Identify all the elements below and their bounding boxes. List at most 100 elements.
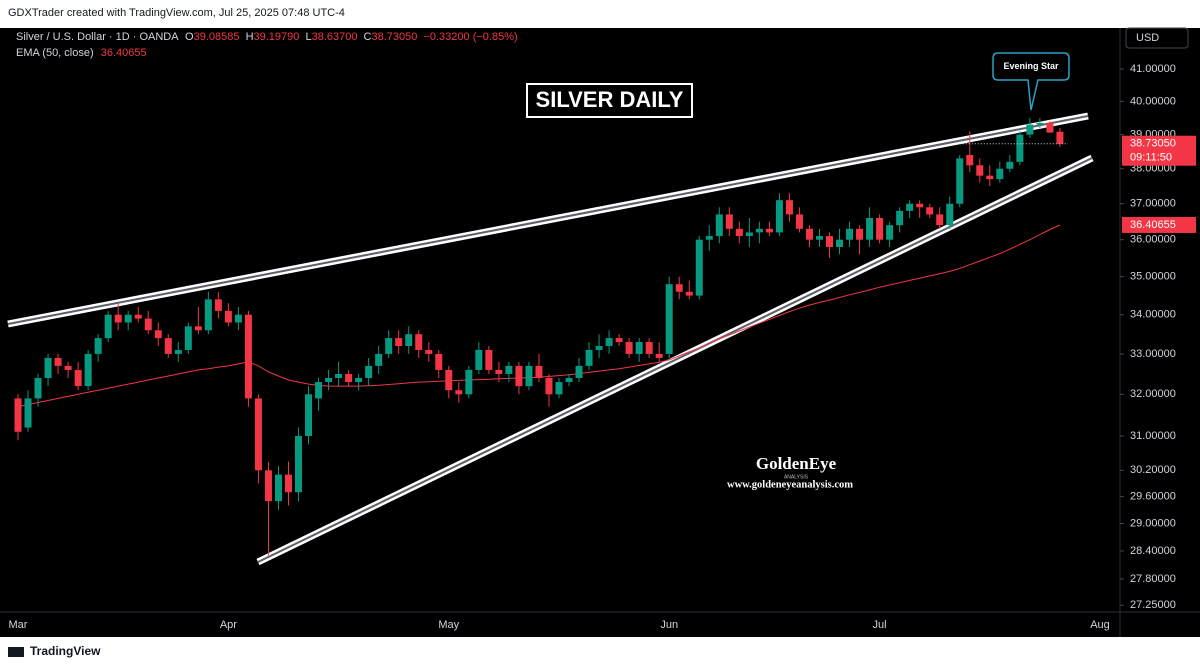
candle-body xyxy=(355,378,363,383)
legend-ema: EMA (50, close) 36.40655 xyxy=(16,47,147,59)
y-tick-label: 29.60000 xyxy=(1130,491,1176,503)
candle-body xyxy=(755,228,763,233)
currency[interactable]: USD xyxy=(1136,32,1159,44)
candle-body xyxy=(775,200,783,233)
candle-body xyxy=(395,338,403,346)
candle-body xyxy=(1006,161,1014,169)
q-value: 39.08585 xyxy=(194,31,240,43)
q-change: −0.33200 (−0.85%) xyxy=(423,31,517,43)
candle-body xyxy=(785,200,793,215)
x-tick-label: Aug xyxy=(1090,619,1110,631)
candle-body xyxy=(675,284,683,292)
countdown: 09:11:50 xyxy=(1130,152,1172,164)
q-label: O xyxy=(185,31,194,43)
q-label: L xyxy=(305,31,311,43)
callout xyxy=(992,52,1070,111)
candle-body xyxy=(1026,124,1034,135)
candle-body xyxy=(1016,134,1024,162)
candle-body xyxy=(415,334,423,350)
candle-body xyxy=(24,398,32,428)
candle-body xyxy=(495,369,503,374)
y-tick-label: 37.00000 xyxy=(1130,198,1176,210)
candle-body xyxy=(535,365,543,379)
candle-body xyxy=(886,225,894,240)
candle-body xyxy=(966,154,974,166)
candle-body xyxy=(214,299,222,311)
q-label: C xyxy=(364,31,372,43)
y-tick-label: 34.00000 xyxy=(1130,309,1176,321)
candle-body xyxy=(194,326,202,331)
candle-body xyxy=(445,369,453,391)
candle-body xyxy=(856,228,864,240)
candle-body xyxy=(385,338,393,354)
q-value: 39.19790 xyxy=(254,31,300,43)
candle-body xyxy=(435,353,443,370)
candle-body xyxy=(485,349,493,370)
candle-body xyxy=(946,203,954,226)
candle-body xyxy=(184,326,192,350)
y-tick-label: 31.00000 xyxy=(1130,430,1176,442)
candle-body xyxy=(545,378,553,395)
candle-body xyxy=(906,203,914,211)
y-tick-label: 27.80000 xyxy=(1130,573,1176,585)
x-tick-label: Jul xyxy=(873,619,887,631)
candle-body xyxy=(555,382,563,395)
candle-body xyxy=(1056,131,1064,144)
candle-body xyxy=(956,158,964,204)
candle-body xyxy=(124,314,132,323)
candle-body xyxy=(315,382,323,399)
candle-body xyxy=(876,217,884,240)
y-tick-label: 27.25000 xyxy=(1130,599,1176,611)
candle-body xyxy=(996,168,1004,180)
candle-body xyxy=(866,217,874,240)
y-tick-label: 41.00000 xyxy=(1130,63,1176,75)
x-tick-label: Mar xyxy=(9,619,28,631)
candle-body xyxy=(54,357,62,366)
last-price-label: 38.73050 xyxy=(1130,138,1176,150)
candle-body xyxy=(665,284,673,354)
upper-trendline-inner xyxy=(7,115,1089,325)
annotation: Evening Star xyxy=(1003,61,1059,71)
candle-body xyxy=(605,338,613,346)
candle-body xyxy=(715,214,723,237)
candle-body xyxy=(144,318,152,331)
candle-body xyxy=(174,349,182,354)
candle-body xyxy=(575,365,583,379)
y-tick-label: 30.20000 xyxy=(1130,464,1176,476)
candle-body xyxy=(64,365,72,370)
candle-body xyxy=(34,378,42,399)
currency-box[interactable] xyxy=(1125,27,1189,49)
candle-body xyxy=(234,314,242,323)
candle-body xyxy=(645,342,653,354)
symbol: Silver / U.S. Dollar · 1D · OANDA xyxy=(16,31,179,43)
candle-body xyxy=(134,314,142,319)
y-tick-label: 35.00000 xyxy=(1130,271,1176,283)
candle-body xyxy=(916,203,924,208)
candle-body xyxy=(795,214,803,229)
candle-body xyxy=(375,353,383,366)
candle-body xyxy=(896,210,904,226)
candle-body xyxy=(615,338,623,343)
candle-body xyxy=(84,353,92,387)
candle-body xyxy=(745,232,753,237)
lower-trendline-inner xyxy=(257,157,1093,563)
candle-body xyxy=(926,207,934,215)
candle-body xyxy=(224,310,232,323)
candle-body xyxy=(846,228,854,240)
candle-body xyxy=(695,239,703,296)
q-value: 38.73050 xyxy=(372,31,418,43)
candle-body xyxy=(826,236,833,248)
candle-body xyxy=(345,373,353,383)
candle-body xyxy=(264,470,272,502)
ema-price-box xyxy=(1122,216,1196,233)
byline: GDXTrader created with TradingView.com, … xyxy=(8,7,345,19)
candle-body xyxy=(365,365,373,379)
y-tick-label: 36.00000 xyxy=(1130,234,1176,246)
candle-body xyxy=(14,398,22,432)
watermark-brand: GoldenEye xyxy=(756,454,837,473)
candle-body xyxy=(595,345,603,350)
y-tick-label: 29.00000 xyxy=(1130,517,1176,529)
candle-body xyxy=(305,394,313,436)
